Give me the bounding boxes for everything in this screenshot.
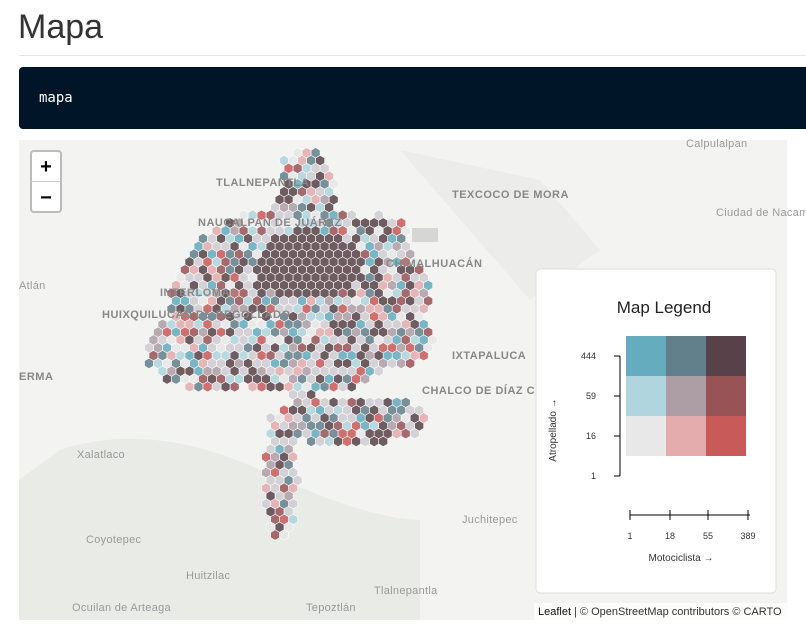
hexagon xyxy=(337,381,348,393)
legend-y-tick-label: 444 xyxy=(581,351,596,361)
hexagon xyxy=(405,357,416,369)
hexagon xyxy=(193,381,204,393)
hexagon xyxy=(346,381,357,393)
hexagon xyxy=(247,381,258,393)
place-label: Ocuilan de Arteaga xyxy=(72,602,172,614)
legend-cell xyxy=(666,416,706,456)
hexagon xyxy=(418,350,429,362)
hexagon xyxy=(369,435,380,447)
legend-cell xyxy=(666,336,706,376)
legend-cell xyxy=(626,376,666,416)
hexagon xyxy=(373,365,384,377)
zoom-in[interactable]: + xyxy=(40,156,52,178)
legend-x-tick-label: 55 xyxy=(703,531,713,541)
legend-cell xyxy=(706,336,746,376)
divider xyxy=(19,55,806,56)
legend-cell xyxy=(626,416,666,456)
hexagon xyxy=(270,529,280,541)
hexagon xyxy=(324,435,334,447)
attribution-link[interactable]: Leaflet xyxy=(538,606,571,618)
code-text: mapa xyxy=(39,90,73,106)
legend-x-tick-label: 18 xyxy=(665,531,675,541)
hexagon xyxy=(162,373,172,385)
place-label: Ciudad de Nacamcalpa xyxy=(716,207,806,219)
place-label: TLALNEPANTLA xyxy=(216,177,309,189)
legend-cell xyxy=(626,336,666,376)
hexagon xyxy=(144,357,154,369)
attribution-box xyxy=(534,603,787,620)
legend-y-tick-label: 1 xyxy=(591,471,596,481)
hexagon xyxy=(229,381,240,393)
legend-y-tick-label: 16 xyxy=(586,431,596,441)
hexagon xyxy=(387,357,398,369)
legend-title: Map Legend xyxy=(617,298,712,317)
terrain xyxy=(400,150,600,300)
hexagon xyxy=(211,381,222,393)
hexagon xyxy=(409,428,420,440)
hexagon xyxy=(342,435,353,447)
hexagon xyxy=(351,435,362,447)
place-label: Juchitepec xyxy=(462,514,518,526)
zoom-control: + − xyxy=(30,150,62,213)
place-label: Calpulalpan xyxy=(686,138,747,150)
page-title: Mapa xyxy=(18,8,104,46)
hexagon xyxy=(328,381,339,393)
legend-cell xyxy=(706,376,746,416)
place-label: INTERLOMAS xyxy=(160,287,238,299)
place-label: IXTAPALUCA xyxy=(452,350,526,362)
hexagon xyxy=(306,435,316,447)
place-label: Coyotepec xyxy=(86,534,141,546)
hexagon xyxy=(378,435,389,447)
place-label: ERMA xyxy=(19,371,53,383)
place-label: TEXCOCO DE MORA xyxy=(452,189,569,201)
legend-x-label: Motociclista → xyxy=(648,553,713,564)
hexagon xyxy=(315,435,325,447)
hexagon xyxy=(360,373,371,385)
legend-y-label: Atropellado → xyxy=(548,398,559,461)
hexagon xyxy=(184,381,195,393)
place-label: Xalatlaco xyxy=(77,449,125,461)
water xyxy=(412,228,438,242)
hexagon xyxy=(202,381,213,393)
hexagon xyxy=(319,381,330,393)
legend-x-tick-label: 389 xyxy=(740,531,755,541)
place-label: Tepoztlán xyxy=(306,602,356,614)
place-label: HUIXQUILUCAN DE DEGOLLADO xyxy=(102,309,291,321)
hexagon xyxy=(400,428,411,440)
hexagon xyxy=(265,381,276,393)
legend-y-tick-label: 59 xyxy=(586,391,596,401)
legend: 1 16 59 444 1 18 55 389 xyxy=(581,336,756,541)
hexagon xyxy=(396,357,407,369)
code-block: mapa xyxy=(19,67,806,129)
hexagon xyxy=(220,381,231,393)
attribution-text: | © OpenStreetMap contributors © CARTO xyxy=(574,606,782,618)
place-label: Tlalnepantla xyxy=(374,585,438,597)
hexagon xyxy=(256,381,267,393)
hexagon xyxy=(391,428,402,440)
hexagon xyxy=(171,373,181,385)
hexagon xyxy=(279,529,289,541)
hexagon xyxy=(333,435,343,447)
terrain xyxy=(19,438,420,620)
place-label: Atlán xyxy=(19,280,46,292)
legend-cell xyxy=(666,376,706,416)
zoom-out[interactable]: − xyxy=(40,187,52,209)
legend-cell xyxy=(706,416,746,456)
hex-layer xyxy=(144,147,438,541)
place-label: NAUCALPAN DE JUÁREZ xyxy=(198,216,342,229)
hexagon xyxy=(360,435,371,447)
hexagon xyxy=(274,381,285,393)
place-label: CHIMALHUACÁN xyxy=(386,257,482,270)
place-label: Huitzilac xyxy=(186,570,230,582)
legend-x-tick-label: 1 xyxy=(627,531,632,541)
